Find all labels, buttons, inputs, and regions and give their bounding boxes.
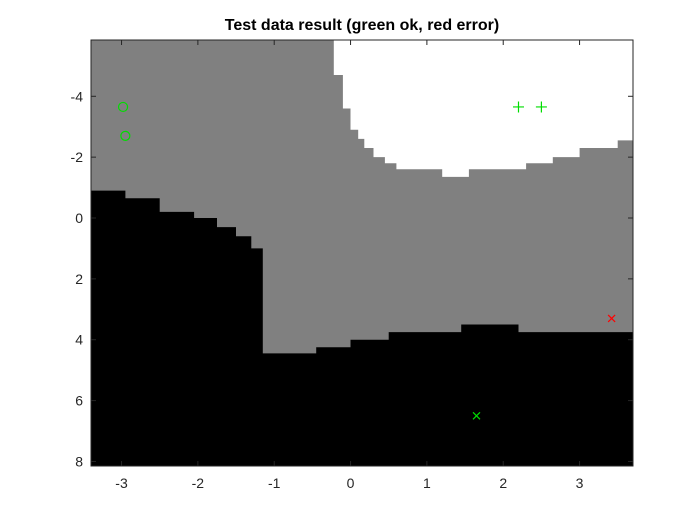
x-tick-label: 0 [347,475,355,491]
data-markers [117,101,616,420]
x-tick-label: 2 [499,475,507,491]
y-tick-label: -4 [71,88,84,104]
y-tick-label: -2 [71,149,84,165]
y-tick-label: 6 [75,393,83,409]
marker-x-error [607,314,616,323]
y-tick-label: 0 [75,210,83,226]
y-tick-label: 2 [75,271,83,287]
marker-plus-ok [535,101,547,113]
marker-x-ok [472,411,481,420]
marker-circle-ok [120,130,131,141]
y-tick-label: 8 [75,453,83,469]
x-tick-label: 3 [576,475,584,491]
region-white [333,40,633,177]
y-tick-label: 4 [75,332,83,348]
axes: -3 -2 -1 0 1 2 3 -4 -2 0 2 4 6 8 [71,39,634,491]
x-tick-label: -3 [115,475,128,491]
plot-frame [90,39,634,467]
decision-regions [91,40,633,466]
x-tick-label: 1 [423,475,431,491]
x-tick-label: -1 [268,475,281,491]
x-tick-label: -2 [192,475,205,491]
marker-circle-ok [117,101,129,113]
region-black [91,190,633,466]
chart-title: Test data result (green ok, red error) [225,17,499,34]
marker-plus-ok [512,101,524,113]
